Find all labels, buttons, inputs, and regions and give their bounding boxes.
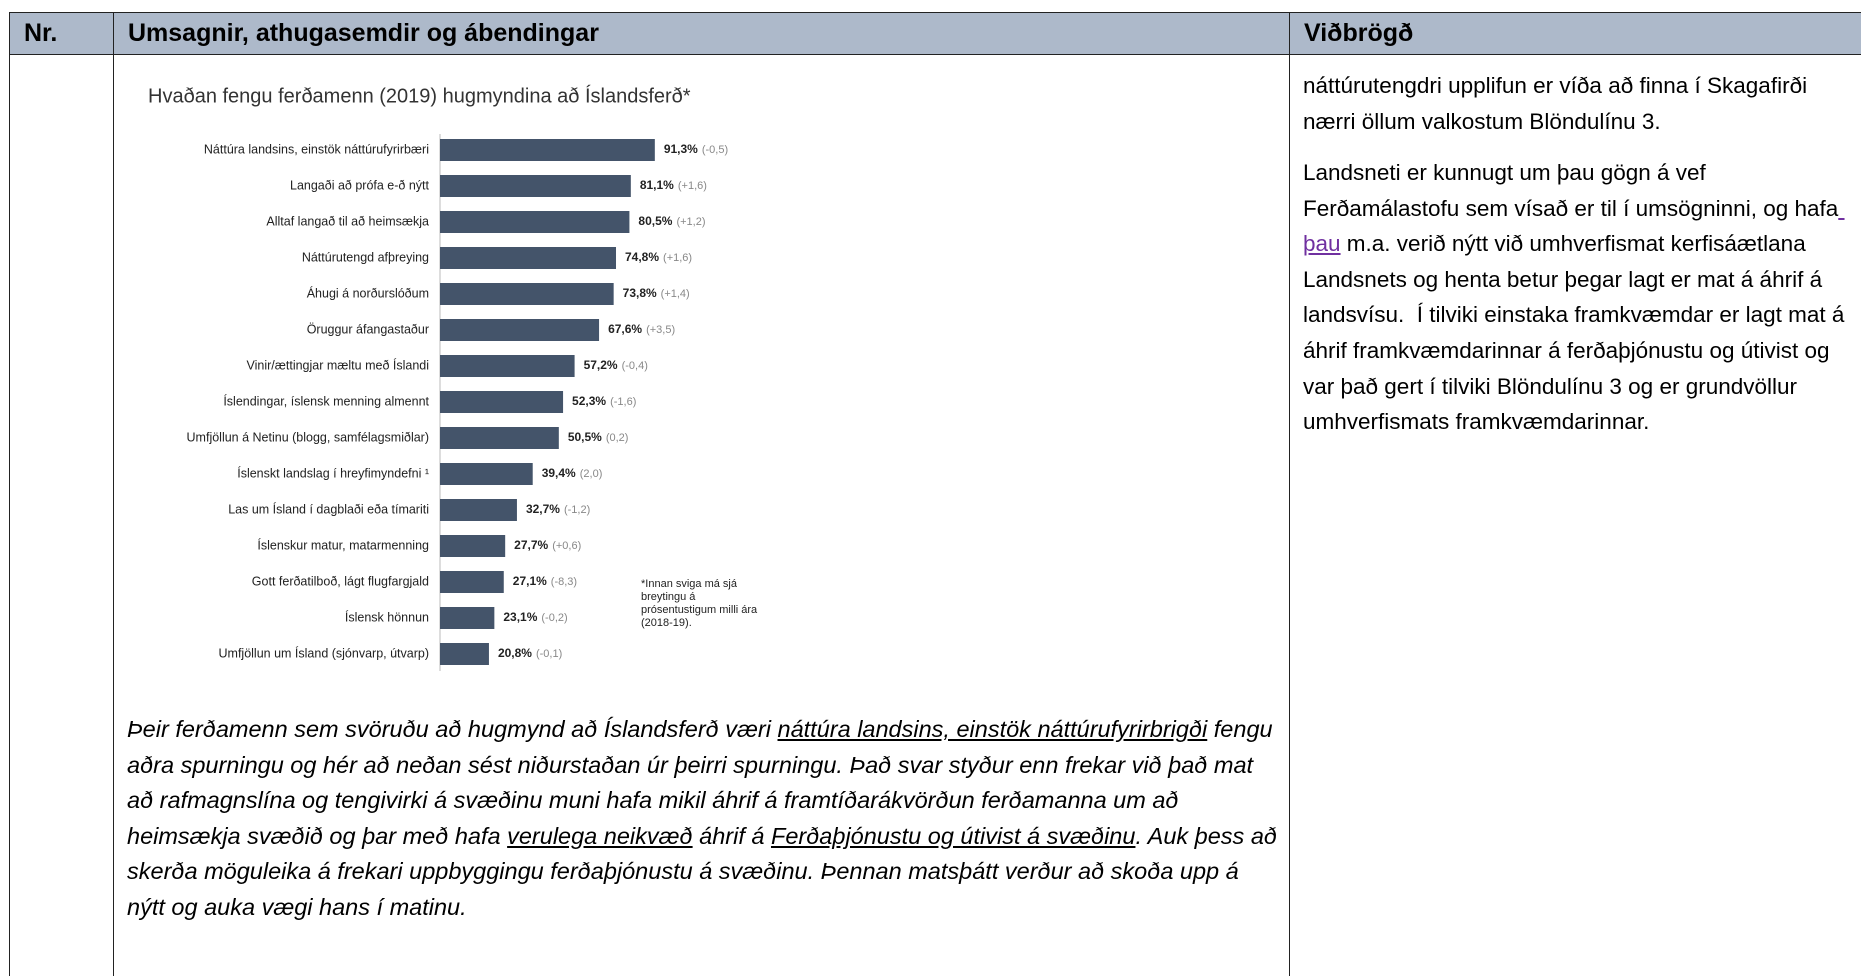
change: (+3,5) [646, 324, 675, 336]
chart-title: Hvaðan fengu ferðamenn (2019) hugmyndina… [148, 84, 691, 107]
response-paragraph: Landsneti er kunnugt um þau gögn á vef F… [1303, 155, 1861, 440]
bar [440, 463, 533, 485]
value-label: 52,3% (-1,6) [572, 394, 636, 408]
category-label: Áhugi á norðurslóðum [307, 285, 429, 300]
value-label: 20,8% (-0,1) [498, 646, 562, 660]
change: (-0,2) [541, 612, 567, 624]
value: 74,8% [625, 250, 659, 264]
bar [440, 139, 655, 161]
category-label: Las um Ísland í dagblaði eða tímariti [228, 501, 429, 516]
text: m.a. verið nýtt við umhverfismat kerfisá… [1303, 231, 1851, 435]
category-label: Íslensk hönnun [345, 609, 429, 624]
text: fengu aðra spurningu og hér að neðan sés… [127, 716, 1280, 849]
change: (2,0) [580, 468, 603, 480]
bar [440, 247, 617, 269]
value: 52,3% [572, 394, 606, 408]
bar [440, 535, 506, 557]
text: Landsneti er kunnugt um þau gögn á vef F… [1303, 160, 1839, 221]
border [9, 12, 10, 976]
value: 73,8% [623, 286, 657, 300]
category-label: Íslenskur matur, matarmenning [257, 537, 429, 552]
change: (+1,6) [663, 252, 692, 264]
value: 23,1% [503, 610, 537, 624]
bar [440, 319, 600, 341]
bar [440, 211, 630, 233]
value-label: 91,3% (-0,5) [664, 142, 728, 156]
category-label: Íslenskt landslag í hreyfimyndefni ¹ [237, 465, 429, 480]
category-label: Vinir/ættingjar mæltu með Íslandi [247, 357, 429, 372]
bar [440, 499, 517, 521]
value-label: 73,8% (+1,4) [623, 286, 690, 300]
value: 57,2% [584, 358, 618, 372]
change: (-0,4) [622, 360, 648, 372]
change: (+1,2) [676, 216, 705, 228]
comment: Þeir ferðamenn sem svöruðu að hugmynd að… [127, 712, 1277, 926]
bar [440, 607, 495, 629]
category-label: Langaði að prófa e-ð nýtt [290, 178, 430, 192]
category-label: Umfjöllun á Netinu (blogg, samfélagsmiðl… [187, 430, 429, 444]
bar [440, 427, 559, 449]
value: 81,1% [640, 178, 674, 192]
chart-note: *Innan sviga má sjá breytingu á prósentu… [641, 578, 758, 629]
text: áhrif á [692, 822, 771, 849]
change: (+0,6) [552, 540, 581, 552]
value: 39,4% [542, 466, 576, 480]
value-label: 74,8% (+1,6) [625, 250, 692, 264]
value: 27,7% [514, 538, 548, 552]
category-label: Íslendingar, íslensk menning almennt [223, 393, 429, 408]
header-nr: Nr. [9, 12, 114, 55]
bar [440, 355, 575, 377]
value: 67,6% [608, 322, 642, 336]
category-label: Alltaf langað til að heimsækja [266, 214, 429, 228]
bar [440, 283, 614, 305]
change: (+1,6) [678, 180, 707, 192]
value-label: 23,1% (-0,2) [503, 610, 567, 624]
category-label: Náttúrutengd afþreying [302, 250, 429, 264]
change: (-1,6) [610, 396, 636, 408]
change: (-0,5) [702, 144, 728, 156]
bar [440, 643, 489, 665]
category-label: Náttúra landsins, einstök náttúrufyrirbæ… [204, 142, 429, 156]
text: . Auk þess að skerða möguleika á frekari… [127, 822, 1284, 920]
border [1289, 12, 1290, 976]
underlined-text: náttúra landsins, einstök náttúrufyrirbr… [777, 716, 1208, 742]
value-label: 57,2% (-0,4) [584, 358, 648, 372]
link[interactable]: þau [1303, 195, 1845, 257]
header-comments: Umsagnir, athugasemdir og ábendingar [113, 12, 1290, 55]
value-label: 39,4% (2,0) [542, 466, 603, 480]
bar [440, 571, 504, 593]
value: 20,8% [498, 646, 532, 660]
response-paragraph: náttúrutengdri upplifun er víða að finna… [1303, 73, 1814, 134]
value-label: 81,1% (+1,6) [640, 178, 707, 192]
value: 32,7% [526, 502, 560, 516]
change: (+1,4) [661, 288, 690, 300]
value: 50,5% [568, 430, 602, 444]
value: 91,3% [664, 142, 698, 156]
underlined-text: Ferðaþjónustu og útivist á svæðinu [770, 822, 1136, 849]
value-label: 27,7% (+0,6) [514, 538, 581, 552]
category-label: Umfjöllun um Ísland (sjónvarp, útvarp) [219, 645, 430, 660]
value-label: 32,7% (-1,2) [526, 502, 590, 516]
value-label: 80,5% (+1,2) [638, 214, 705, 228]
category-label: Gott ferðatilboð, lágt flugfargjald [252, 574, 429, 588]
value-label: 50,5% (0,2) [568, 430, 629, 444]
text: Þeir ferðamenn sem svöruðu að hugmynd að… [127, 716, 778, 742]
underlined-text: verulega neikvæð [507, 822, 693, 849]
change: (-1,2) [564, 504, 590, 516]
value-label: 27,1% (-8,3) [513, 574, 577, 588]
change: (-8,3) [551, 576, 577, 588]
value: 27,1% [513, 574, 547, 588]
value-label: 67,6% (+3,5) [608, 322, 675, 336]
change: (-0,1) [536, 648, 562, 660]
category-label: Öruggur áfangastaður [307, 322, 429, 336]
bar [440, 391, 564, 413]
change: (0,2) [606, 432, 629, 444]
bar [440, 175, 631, 197]
value: 80,5% [638, 214, 672, 228]
header-response: Viðbrögð [1289, 12, 1861, 55]
border [113, 12, 114, 976]
chart: Hvaðan fengu ferðamenn (2019) hugmyndina… [148, 84, 728, 671]
